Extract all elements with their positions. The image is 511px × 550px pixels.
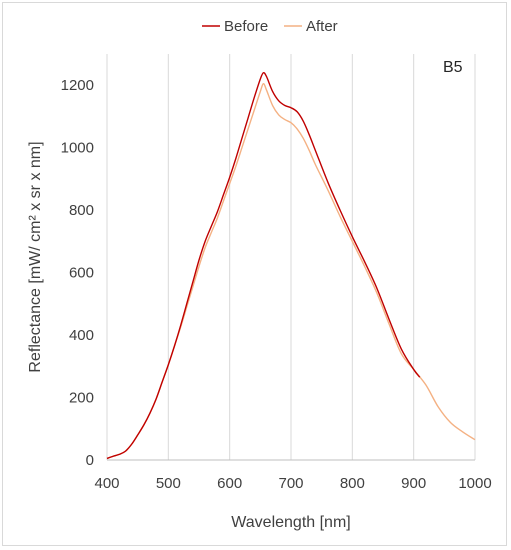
y-tick-labels: 0 200 400 600 800 1000 1200 <box>61 77 94 469</box>
x-tick-label: 600 <box>217 475 242 492</box>
y-tick-label: 400 <box>69 327 94 344</box>
y-tick-label: 800 <box>69 202 94 219</box>
x-tick-label: 800 <box>340 475 365 492</box>
x-tick-label: 900 <box>401 475 426 492</box>
y-axis-title: Reflectance [mW/ cm² x sr x nm] <box>27 141 44 372</box>
series-layer <box>106 71 476 460</box>
y-tick-label: 0 <box>86 452 94 469</box>
chart-frame <box>2 2 507 546</box>
y-tick-label: 1000 <box>61 140 94 157</box>
x-axis-title: Wavelength [nm] <box>231 514 350 531</box>
x-tick-labels: 400 500 600 700 800 900 1000 <box>94 475 491 492</box>
chart-annotation: B5 <box>443 59 463 76</box>
x-tick-label: 700 <box>278 475 303 492</box>
series-line-before <box>106 71 421 460</box>
x-tick-label: 1000 <box>458 475 491 492</box>
x-tick-label: 400 <box>94 475 119 492</box>
legend: Before After <box>202 18 338 35</box>
y-tick-label: 600 <box>69 265 94 282</box>
legend-label-before: Before <box>224 18 268 35</box>
y-tick-label: 1200 <box>61 77 94 94</box>
x-tick-label: 500 <box>156 475 181 492</box>
legend-label-after: After <box>306 18 338 35</box>
grid-lines <box>106 54 476 460</box>
y-tick-label: 200 <box>69 390 94 407</box>
